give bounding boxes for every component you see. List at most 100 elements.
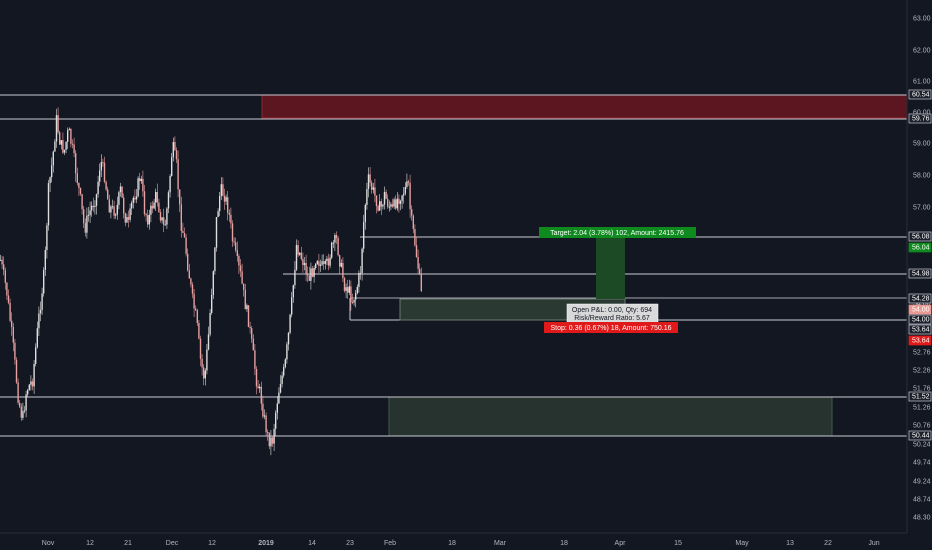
candle-body — [260, 386, 262, 404]
candle-body — [1, 259, 3, 265]
time-label: Mar — [494, 540, 507, 547]
candle-body — [262, 403, 264, 417]
candle-body — [263, 415, 266, 417]
candle-body — [276, 403, 278, 413]
candle-body — [17, 382, 19, 403]
demand-zone[interactable] — [388, 396, 833, 437]
candle-body — [100, 162, 102, 171]
candle-body — [223, 195, 226, 202]
candle-body — [414, 228, 416, 246]
candle-body — [310, 268, 312, 281]
candle-body — [390, 204, 392, 207]
candle-body — [377, 206, 379, 211]
candle-body — [324, 261, 326, 264]
candle-body — [151, 205, 154, 209]
candle-body — [25, 394, 27, 411]
candle-body — [214, 247, 216, 272]
candle-body — [174, 142, 176, 151]
candle-body — [363, 222, 365, 249]
candle-body — [172, 142, 174, 158]
price-tick-label: 50.24 — [913, 442, 931, 449]
candle-body — [351, 302, 354, 304]
candle-body — [126, 217, 128, 223]
candle-body — [68, 128, 70, 131]
candle-body — [207, 334, 210, 350]
candle-body — [179, 189, 181, 205]
candle-body — [38, 313, 40, 329]
candle-body — [211, 294, 213, 313]
candle-body — [254, 350, 256, 369]
candle-body — [44, 250, 46, 271]
candle-body — [403, 193, 405, 196]
stop-label[interactable]: Stop: 0.36 (0.67%) 18, Amount: 750.16 — [544, 322, 678, 333]
candle-body — [307, 274, 309, 276]
candle-body — [239, 265, 242, 272]
candle-body — [183, 232, 186, 238]
candle-body — [374, 187, 376, 196]
candle-body — [295, 245, 298, 270]
candle-body — [329, 257, 331, 266]
candle-body — [131, 202, 133, 209]
pnl-label[interactable]: Open P&L: 0.00, Qty: 694 Risk/Reward Rat… — [566, 303, 659, 324]
price-axis[interactable]: 63.0062.0061.0060.0059.0058.0057.0056.00… — [906, 0, 932, 533]
candle-body — [396, 198, 398, 209]
time-axis[interactable]: Nov 12 21 Dec 12 2019 14 23 Feb 18 Mar 18 Apr 15 May 13… — [0, 532, 907, 547]
candle-body — [147, 215, 149, 225]
candle-body — [12, 327, 14, 343]
candle-body — [222, 184, 224, 196]
candle-body — [283, 367, 285, 376]
stop-label-text: Stop: 0.36 (0.67%) 18, Amount: 750.16 — [550, 325, 671, 332]
candle-body — [103, 162, 106, 182]
candle-body — [243, 283, 245, 290]
candle-body — [127, 217, 130, 220]
candle-body — [195, 308, 197, 311]
candle-body — [409, 182, 411, 210]
candle-body — [116, 204, 118, 215]
candle-body — [217, 211, 219, 217]
candle-body — [420, 273, 422, 292]
candle-body — [209, 312, 211, 335]
candle-body — [417, 257, 419, 269]
candle-body — [299, 252, 301, 255]
candle-body — [281, 375, 283, 385]
candle-body — [342, 262, 344, 279]
candle-body — [108, 199, 110, 213]
candle-body — [233, 241, 235, 243]
candle-body — [177, 159, 179, 190]
candle-body — [14, 342, 16, 360]
supply-zone[interactable] — [261, 94, 908, 119]
price-tick-label: 54.00 — [913, 301, 931, 308]
candle-body — [95, 194, 98, 206]
price-tick-label: 52.26 — [913, 368, 931, 375]
candle-body — [343, 278, 346, 291]
candle-body — [228, 212, 230, 215]
candle-body — [28, 384, 30, 391]
svg-text:56.08: 56.08 — [912, 234, 930, 241]
price-tag: 53.64 — [908, 335, 932, 346]
candle-body — [297, 245, 299, 255]
candle-body — [57, 115, 59, 133]
candle-body — [257, 386, 259, 389]
candle-body — [415, 245, 418, 258]
candle-body — [11, 320, 13, 328]
candle-body — [188, 270, 190, 279]
candle-body — [193, 293, 195, 309]
candle-body — [121, 186, 123, 198]
candle-body — [300, 252, 302, 259]
position-target-zone[interactable] — [596, 237, 625, 299]
candle-body — [92, 205, 94, 208]
target-label[interactable]: Target: 2.04 (3.78%) 102, Amount: 2415.7… — [539, 227, 696, 238]
svg-text:59.76: 59.76 — [912, 116, 930, 123]
candle-body — [337, 237, 339, 256]
candle-body — [46, 225, 48, 251]
time-label: 18 — [560, 540, 568, 547]
candle-body — [30, 381, 32, 385]
candle-body — [161, 217, 163, 221]
candle-body — [164, 224, 166, 226]
candle-body — [358, 272, 360, 287]
candle-body — [35, 347, 37, 364]
candle-body — [353, 299, 355, 303]
price-tick-label: 59.00 — [913, 141, 931, 148]
